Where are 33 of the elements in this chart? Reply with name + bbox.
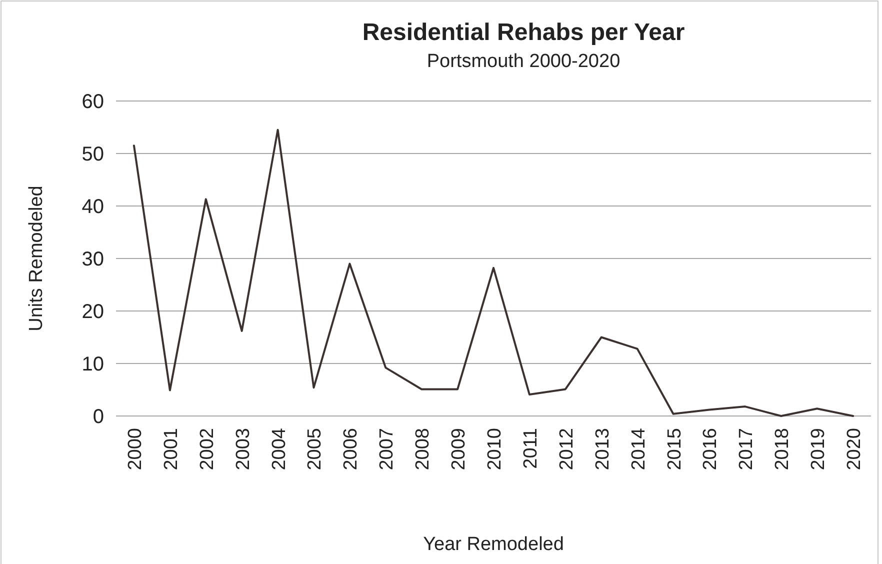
x-tick-label: 2011 (520, 428, 542, 469)
y-tick-label: 60 (82, 91, 104, 113)
y-tick-label: 50 (82, 144, 104, 166)
x-tick-label: 2012 (556, 428, 578, 470)
x-tick-label: 2014 (628, 428, 650, 470)
y-tick-label: 0 (92, 406, 104, 428)
x-tick-label: 2002 (196, 428, 218, 470)
x-tick-label: 2010 (484, 428, 506, 470)
y-tick-label: 20 (82, 301, 104, 323)
x-tick-label: 2019 (808, 428, 830, 470)
x-tick-label: 2008 (412, 428, 434, 470)
chart-subtitle: Portsmouth 2000-2020 (426, 51, 620, 72)
chart-title: Residential Rehabs per Year (362, 19, 685, 46)
y-tick-label: 30 (82, 248, 104, 270)
x-tick-label: 2018 (772, 428, 794, 470)
x-tick-label: 2015 (664, 428, 686, 470)
line-series (132, 128, 854, 417)
x-tick-label: 2000 (124, 428, 146, 470)
x-tick-label: 2005 (304, 428, 326, 470)
x-tick-label: 2001 (160, 428, 182, 470)
x-axis-title: Year Remodeled (423, 534, 564, 555)
x-tick-label: 2003 (232, 428, 254, 470)
x-tick-label: 2007 (376, 428, 398, 470)
y-tick-label: 10 (82, 354, 104, 376)
x-tick-label: 2006 (340, 428, 362, 470)
y-tick-label: 40 (82, 196, 104, 218)
x-tick-label: 2016 (700, 428, 722, 470)
x-tick-label: 2020 (844, 428, 866, 470)
x-tick-label: 2004 (268, 428, 290, 470)
x-tick-label: 2017 (736, 428, 758, 470)
x-tick-label: 2009 (448, 428, 470, 470)
x-tick-label: 2013 (592, 428, 614, 470)
y-axis-title: Units Remodeled (26, 186, 47, 332)
